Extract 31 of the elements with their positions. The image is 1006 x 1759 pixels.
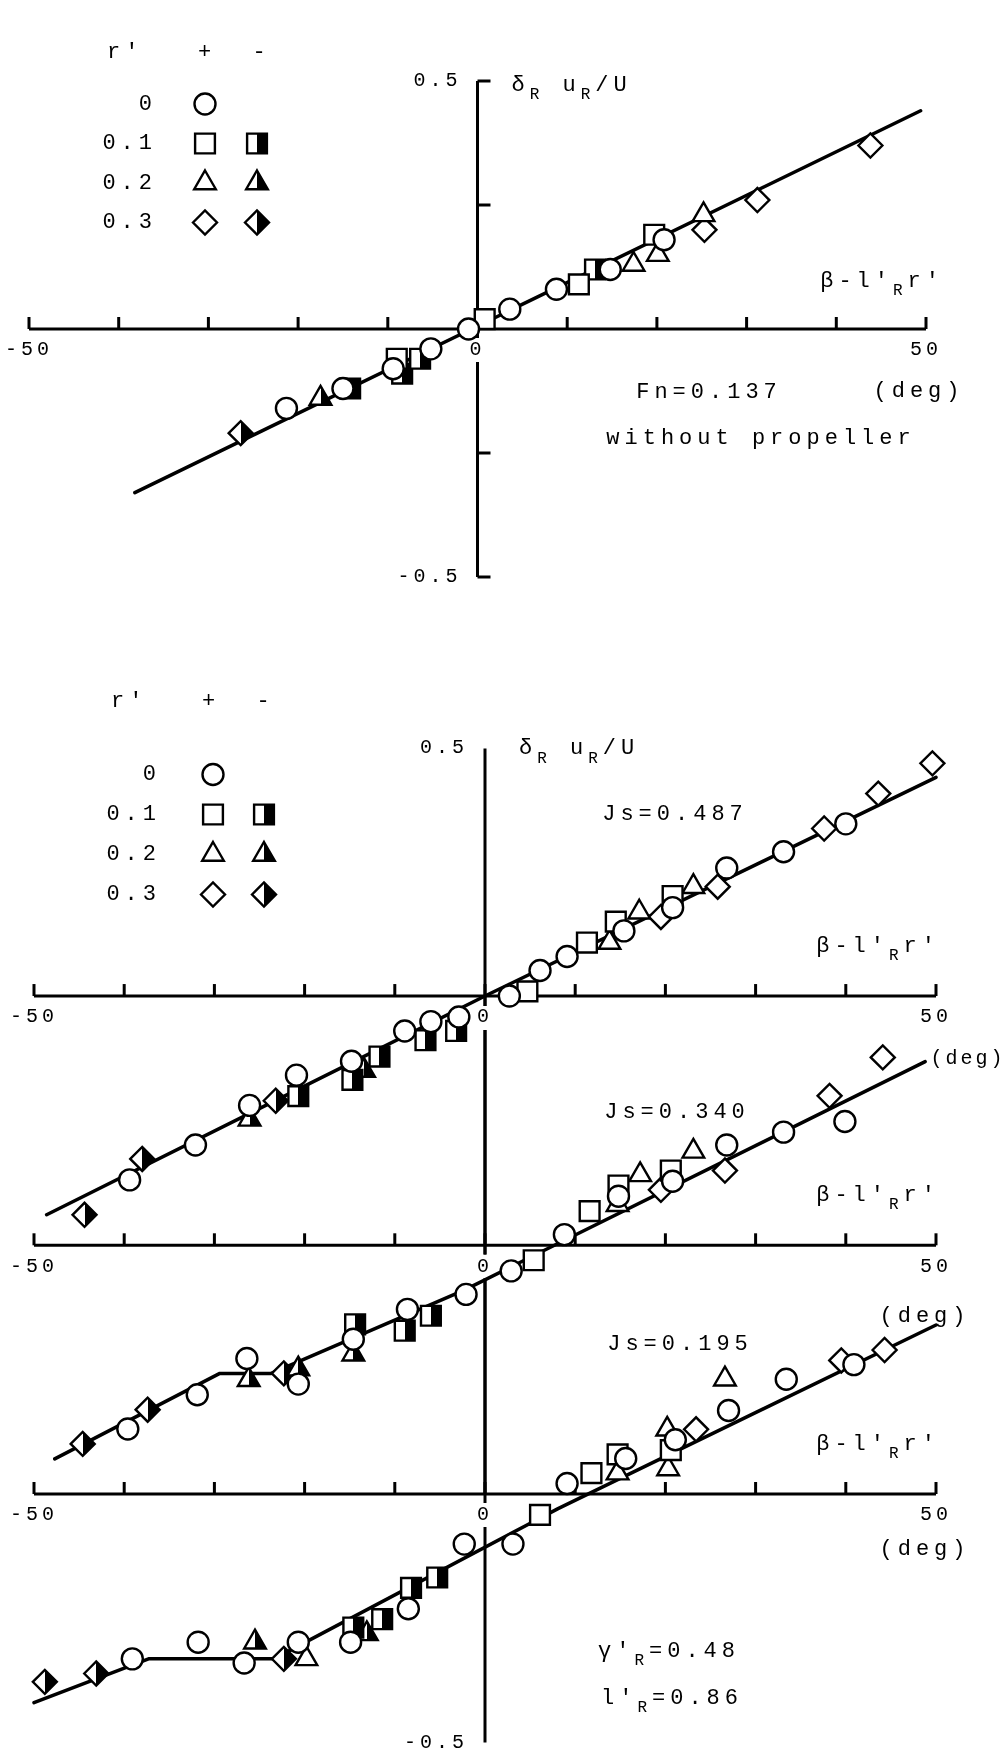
x-tick-label: -50 <box>10 1503 59 1527</box>
legend-label: 0.3 <box>102 210 157 236</box>
annotation: Fn=0.137 <box>636 379 782 405</box>
annotation: (deg) <box>873 378 965 404</box>
legend-label: 0.1 <box>102 131 157 157</box>
legend-title: r' + - <box>107 39 271 65</box>
x-tick-label: -50 <box>10 1254 59 1278</box>
x-tick-label: 50 <box>920 1503 953 1527</box>
x-tick-label: 0 <box>477 1503 494 1527</box>
annotation: Js=0.195 <box>607 1331 753 1357</box>
legend-label: 0.2 <box>106 842 161 868</box>
legend-title: r' + - <box>111 689 275 715</box>
x-tick-label: -50 <box>10 1005 59 1029</box>
x-tick-label: -50 <box>5 338 54 362</box>
annotation: Js=0.487 <box>602 801 748 827</box>
annotation: without propeller <box>606 425 916 451</box>
annotation: (deg) <box>879 1536 971 1562</box>
annotation: (deg) <box>879 1304 971 1330</box>
x-tick-label: 0 <box>469 338 486 362</box>
legend-label: 0.2 <box>102 170 157 196</box>
x-tick-label: 50 <box>920 1005 953 1029</box>
x-tick-label: 50 <box>920 1254 953 1278</box>
annotation: Js=0.340 <box>604 1100 750 1126</box>
x-tick-label: 0 <box>477 1005 494 1029</box>
annotation: (deg) <box>930 1047 1006 1071</box>
x-tick-label: 50 <box>910 338 943 362</box>
legend-label: 0.1 <box>106 802 161 828</box>
legend-label: 0.3 <box>106 882 161 908</box>
legend-label: 0 <box>138 91 157 117</box>
x-tick-label: 0 <box>477 1254 494 1278</box>
legend-label: 0 <box>142 762 161 788</box>
